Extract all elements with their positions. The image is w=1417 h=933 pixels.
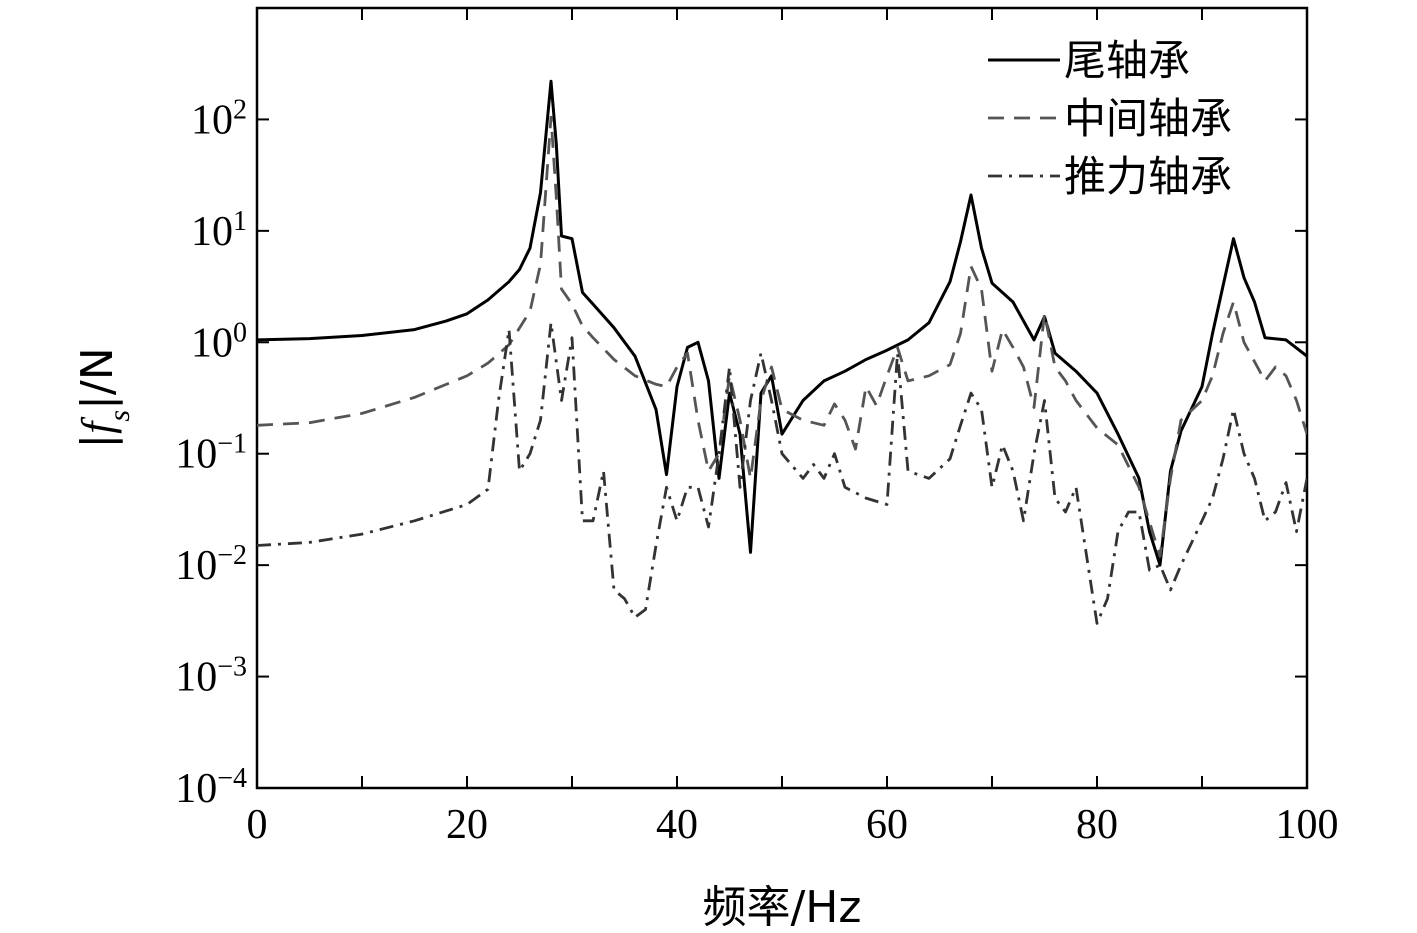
y-tick-exponent: −3 [217,651,247,682]
legend-label-2: 中间轴承 [1064,94,1232,143]
y-tick-label: 10−1 [175,428,247,478]
x-axis-label: 频率/Hz [702,882,861,933]
y-tick-base: 10 [175,655,217,701]
y-tick-exponent: −2 [217,540,247,571]
y-tick-exponent: 1 [233,205,247,236]
y-tick-base: 10 [175,432,217,478]
y-axis-label-subscript: s [103,410,136,422]
y-tick-label: 102 [191,94,247,144]
y-tick-exponent: −4 [217,763,247,794]
y-tick-label: 10−4 [175,763,247,813]
y-tick-exponent: 0 [233,317,247,348]
x-tick-label: 40 [656,802,698,848]
y-axis-label: |fs|/N [72,347,136,448]
y-tick-exponent: 2 [233,94,247,125]
axis-ticks [256,7,1308,789]
y-tick-base: 10 [175,766,217,812]
x-tick-label: 20 [446,802,488,848]
x-tick-label: 60 [866,802,908,848]
y-tick-label: 10−2 [175,540,247,590]
y-axis-label-unit: |/N [72,347,123,410]
y-tick-base: 10 [191,209,233,255]
legend-label-1: 尾轴承 [1064,36,1190,85]
series-layer [257,79,1307,625]
y-tick-base: 10 [191,320,233,366]
legend-label-3: 推力轴承 [1064,152,1232,201]
x-tick-label: 100 [1276,802,1339,848]
y-tick-label: 10−3 [175,651,247,701]
y-tick-exponent: −1 [217,428,247,459]
x-tick-label: 80 [1076,802,1118,848]
x-tick-label: 0 [247,802,268,848]
series-line-2 [257,115,1307,558]
y-axis-label-bar-left: | [72,434,123,449]
series-line-3 [257,321,1307,625]
y-tick-base: 10 [191,97,233,143]
y-tick-label: 101 [191,205,247,255]
y-tick-base: 10 [175,543,217,589]
y-tick-label: 100 [191,317,247,367]
x-axis-tick-labels: 0 20 40 60 80 100 [247,802,1339,848]
